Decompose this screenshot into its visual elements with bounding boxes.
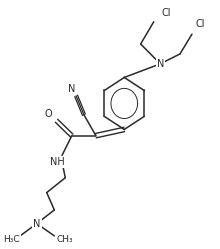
Text: N: N <box>157 59 164 69</box>
Text: Cl: Cl <box>196 19 205 29</box>
Text: N: N <box>33 219 40 229</box>
Text: H₃C: H₃C <box>3 235 20 244</box>
Text: O: O <box>45 109 52 119</box>
Text: Cl: Cl <box>161 7 170 18</box>
Text: N: N <box>68 84 75 94</box>
Text: NH: NH <box>50 157 64 167</box>
Text: CH₃: CH₃ <box>57 235 73 244</box>
